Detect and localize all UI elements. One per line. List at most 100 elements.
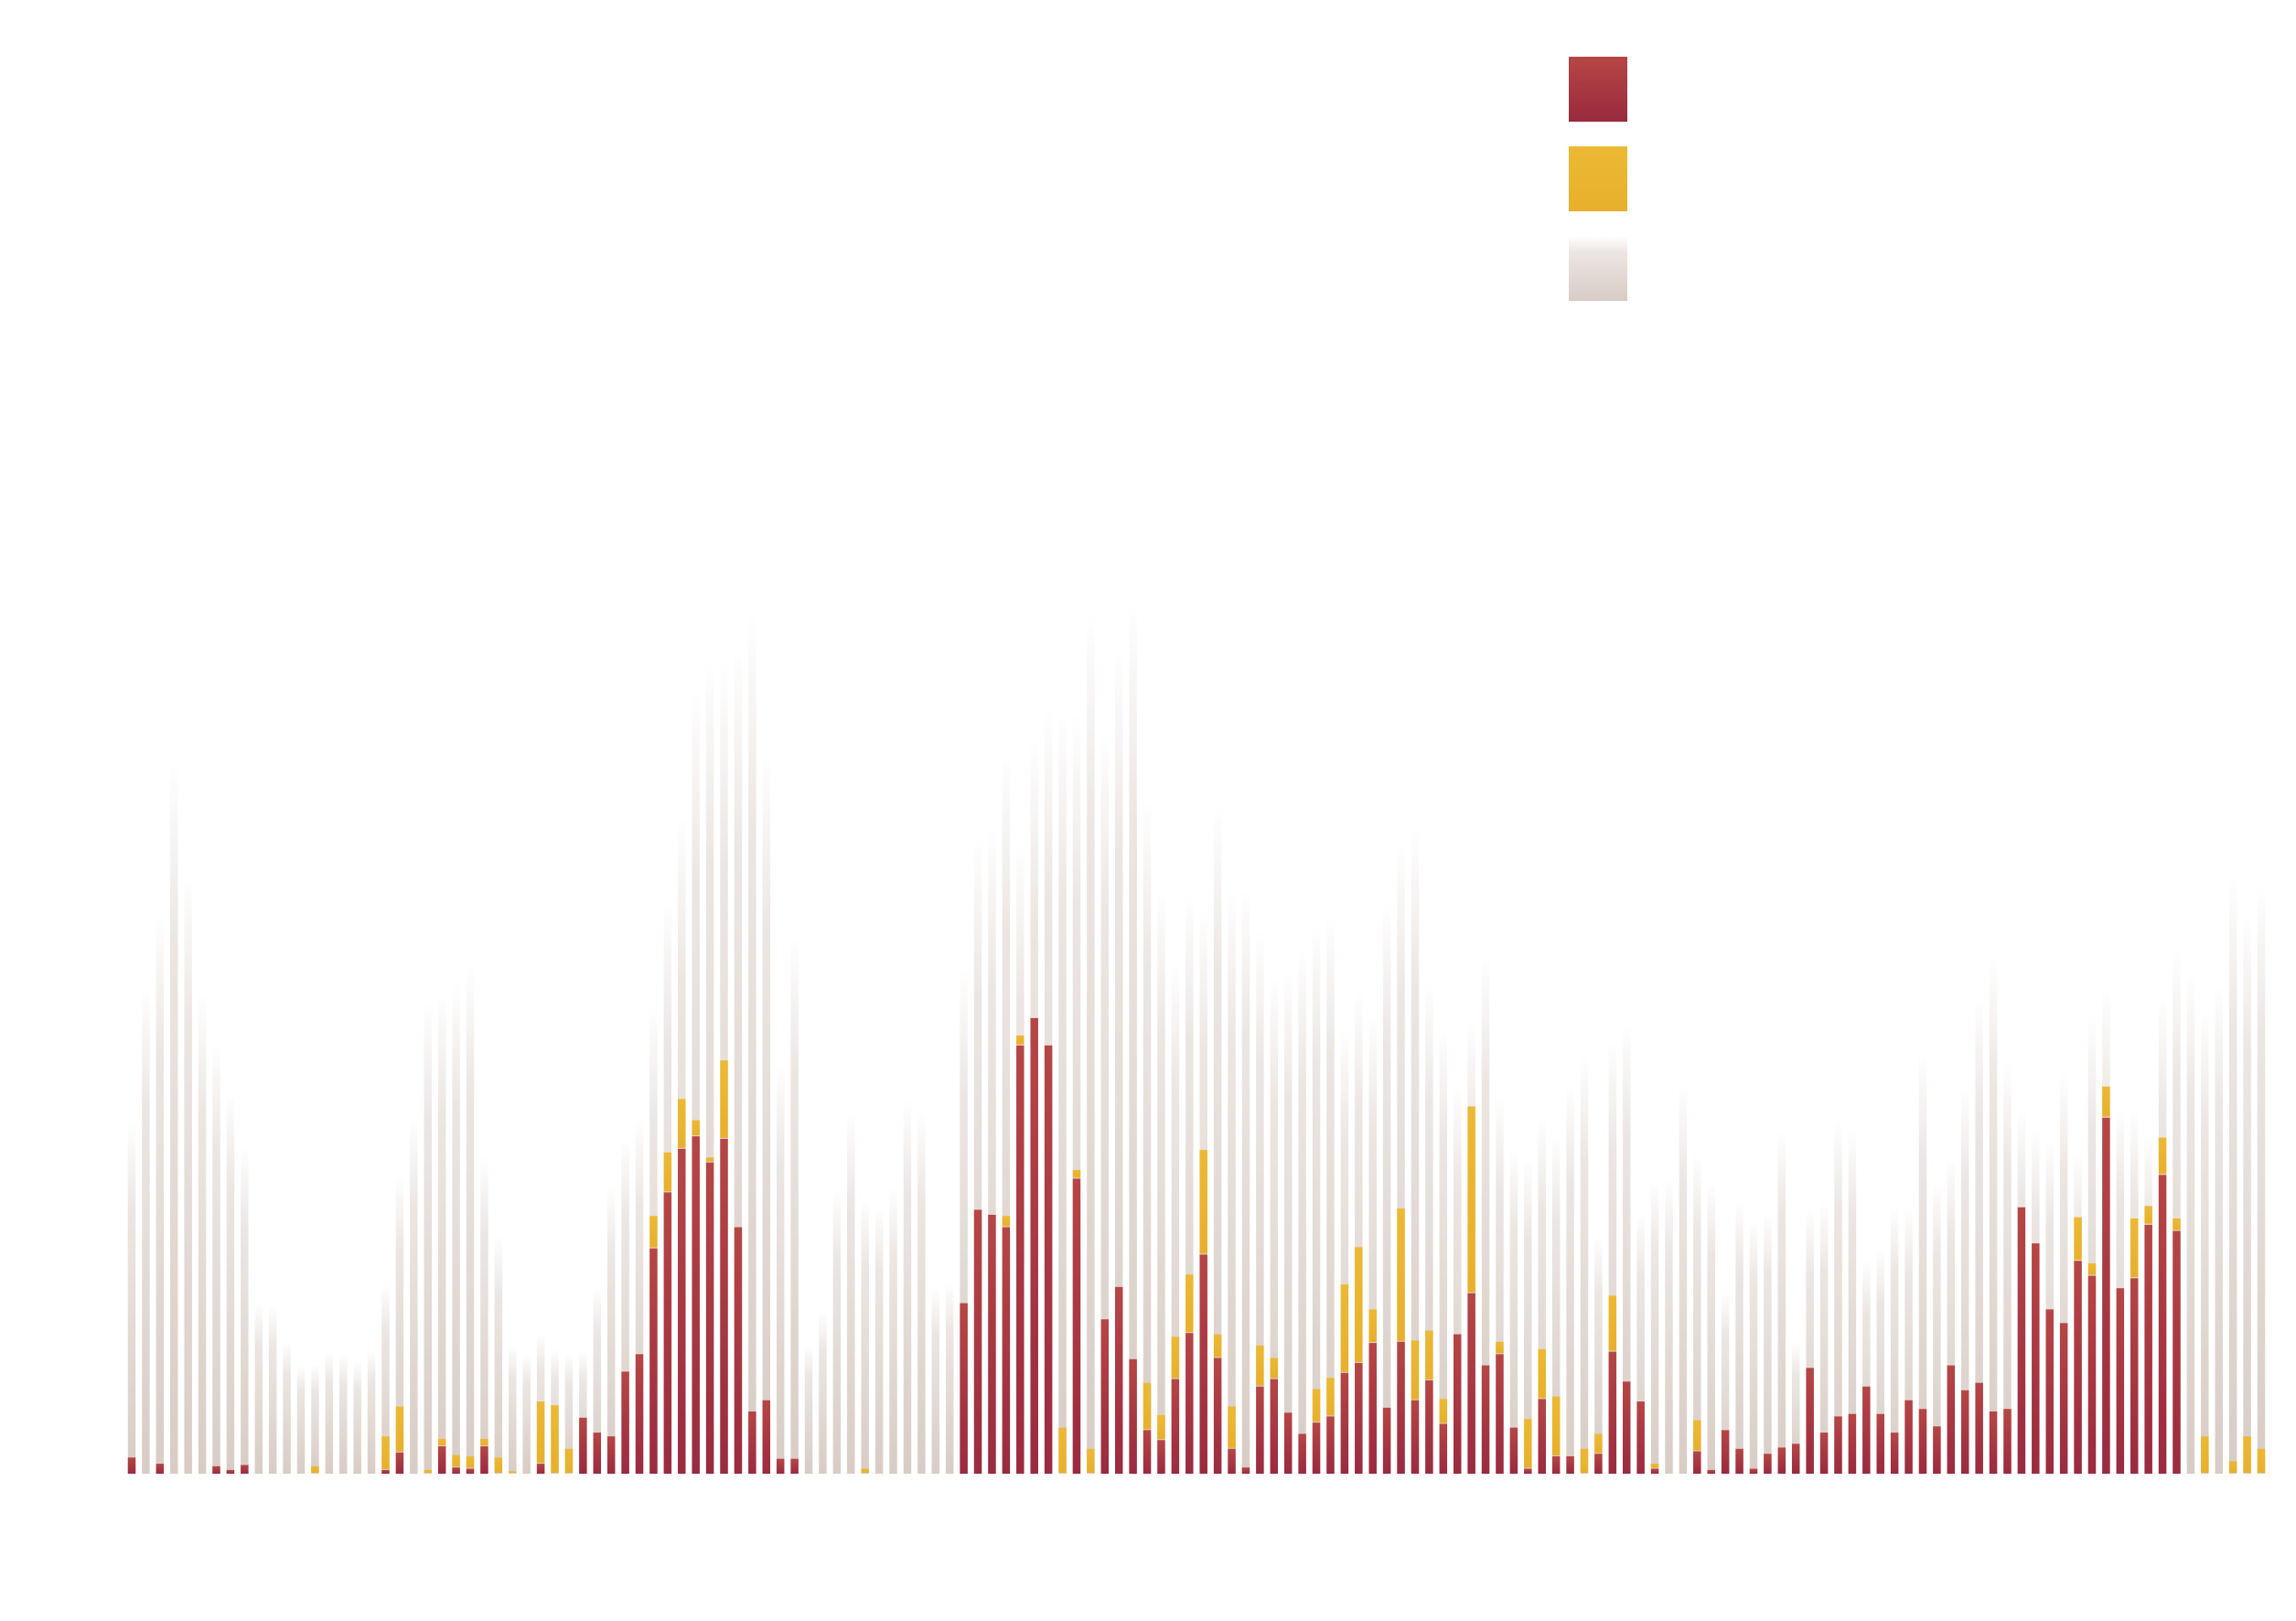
bar-grey-66: [1058, 712, 1067, 1474]
bar-red-100: [1538, 1399, 1546, 1474]
bar-grey-81: [1270, 978, 1279, 1474]
bar-grey-92: [1425, 982, 1433, 1474]
bar-grey-62: [1002, 751, 1011, 1474]
bar-yellow-72: [1143, 1382, 1152, 1430]
bar-red-35: [621, 1371, 629, 1474]
bar-red-85: [1326, 1416, 1335, 1474]
bar-red-123: [1862, 1386, 1871, 1474]
legend-swatch-grey: [1569, 236, 1627, 301]
bar-grey-146: [2186, 975, 2195, 1474]
bar-yellow-37: [649, 1216, 658, 1248]
bar-red-34: [606, 1436, 616, 1474]
bar-yellow-144: [2158, 1137, 2167, 1175]
bar-red-145: [2173, 1230, 2181, 1474]
bar-yellow-93: [1439, 1399, 1448, 1423]
bar-yellow-151: [2257, 1448, 2266, 1473]
bar-grey-70: [1114, 649, 1123, 1474]
bar-grey-3: [170, 764, 178, 1474]
bar-grey-77: [1213, 806, 1222, 1474]
bar-grey-26: [494, 1236, 503, 1474]
bar-grey-35: [621, 1137, 629, 1474]
bar-red-131: [1975, 1382, 1983, 1474]
bar-red-93: [1439, 1423, 1448, 1474]
bar-red-118: [1791, 1444, 1800, 1474]
bar-grey-99: [1524, 1160, 1532, 1474]
bar-grey-127: [1918, 1054, 1927, 1474]
bar-red-133: [2003, 1409, 2012, 1474]
bar-grey-116: [1764, 1210, 1772, 1474]
bar-red-92: [1425, 1379, 1433, 1474]
bar-red-71: [1129, 1358, 1137, 1474]
bar-red-33: [593, 1433, 602, 1474]
bar-red-106: [1622, 1381, 1631, 1474]
bar-red-69: [1100, 1319, 1110, 1474]
bar-red-67: [1072, 1178, 1081, 1474]
bar-yellow-81: [1270, 1358, 1279, 1379]
bar-yellow-88: [1368, 1309, 1377, 1343]
bar-red-70: [1114, 1286, 1123, 1474]
bar-yellow-52: [861, 1468, 869, 1473]
bar-grey-103: [1580, 1057, 1589, 1475]
bar-grey-89: [1382, 903, 1391, 1474]
bar-grey-119: [1806, 1209, 1814, 1474]
bar-grey-139: [2087, 1015, 2097, 1474]
bar-yellow-26: [494, 1457, 503, 1473]
bar-red-65: [1044, 1045, 1053, 1474]
bar-yellow-92: [1425, 1330, 1433, 1379]
bar-grey-117: [1777, 1131, 1786, 1474]
bar-red-132: [1989, 1411, 1998, 1474]
bar-red-120: [1819, 1433, 1829, 1474]
bar-grey-104: [1594, 1234, 1603, 1474]
bar-grey-13: [311, 1364, 319, 1474]
bar-grey-5: [198, 994, 207, 1474]
bar-yellow-30: [551, 1405, 559, 1473]
bar-grey-9: [254, 1303, 263, 1474]
bar-red-90: [1397, 1341, 1405, 1474]
bar-grey-51: [847, 1112, 855, 1474]
bar-yellow-40: [692, 1120, 700, 1136]
bar-grey-49: [819, 1312, 827, 1474]
bar-grey-85: [1326, 916, 1335, 1474]
bar-yellow-108: [1650, 1464, 1659, 1468]
bar-grey-94: [1453, 1088, 1462, 1474]
bar-yellow-18: [381, 1436, 390, 1469]
bar-yellow-68: [1087, 1448, 1095, 1473]
bar-red-101: [1551, 1455, 1561, 1474]
bar-grey-18: [381, 1284, 390, 1474]
bar-yellow-76: [1199, 1150, 1207, 1254]
bar-red-88: [1368, 1343, 1377, 1475]
bar-grey-100: [1538, 1120, 1546, 1474]
bar-red-98: [1509, 1427, 1518, 1474]
bar-red-140: [2102, 1117, 2110, 1474]
bar-red-39: [678, 1148, 686, 1474]
bar-yellow-150: [2243, 1436, 2251, 1473]
bars-layer: [127, 602, 2266, 1475]
bar-yellow-90: [1397, 1208, 1405, 1341]
bar-red-86: [1340, 1372, 1349, 1474]
bar-grey-106: [1622, 1023, 1631, 1474]
bar-red-89: [1382, 1407, 1391, 1474]
bar-red-42: [720, 1138, 728, 1474]
bar-grey-93: [1439, 1029, 1448, 1474]
bar-red-95: [1467, 1293, 1475, 1474]
bar-grey-25: [480, 1155, 488, 1474]
bar-grey-43: [734, 648, 743, 1474]
bar-grey-28: [522, 1354, 531, 1474]
bar-yellow-111: [1693, 1420, 1701, 1451]
bar-yellow-27: [509, 1471, 517, 1473]
bar-yellow-97: [1496, 1341, 1504, 1354]
bar-grey-47: [790, 938, 799, 1474]
bar-yellow-91: [1411, 1340, 1420, 1400]
bar-red-99: [1524, 1468, 1532, 1474]
bar-grey-151: [2257, 886, 2266, 1474]
bar-red-102: [1566, 1455, 1574, 1474]
bar-red-61: [988, 1214, 996, 1474]
bar-red-112: [1707, 1469, 1715, 1474]
bar-red-77: [1213, 1358, 1222, 1474]
bar-grey-125: [1890, 1207, 1899, 1474]
bar-grey-71: [1129, 602, 1137, 1474]
bar-yellow-104: [1594, 1433, 1603, 1454]
bar-red-80: [1256, 1386, 1264, 1474]
bar-grey-111: [1693, 1154, 1701, 1474]
bar-red-76: [1199, 1254, 1207, 1474]
